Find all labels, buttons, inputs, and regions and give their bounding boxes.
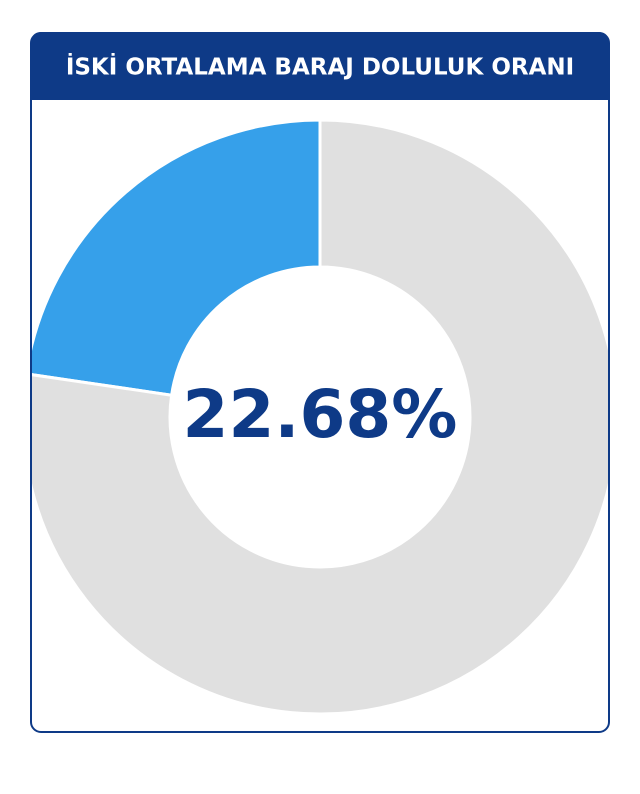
card-border [30,32,610,733]
donut-segment [31,118,322,397]
center-label: 22.68% [183,376,458,453]
header-band [31,32,609,100]
plot-area [31,118,609,716]
chart-title: İSKİ ORTALAMA BARAJ DOLULUK ORANI [66,53,574,81]
donut-segment [31,118,609,716]
